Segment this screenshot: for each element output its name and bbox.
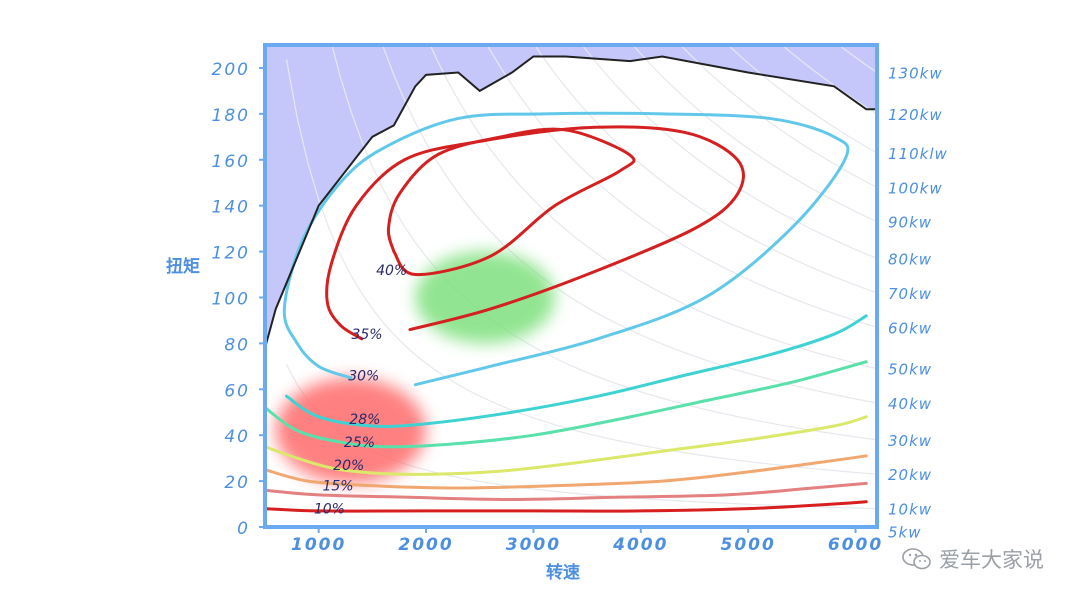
- constant-power-curve: [285, 59, 877, 475]
- constant-power-curve: [679, 45, 877, 188]
- power-labels: 130kw 120kw 110klw 100kw 90kw 80kw 70kw 60kw 50k…: [888, 65, 948, 542]
- y-tick-label: 140: [212, 198, 250, 218]
- constant-power-curve: [381, 45, 877, 404]
- contour-label: 15%: [322, 479, 353, 495]
- x-tick-label: 6000: [828, 535, 883, 555]
- watermark-text: 爱车大家说: [939, 548, 1044, 572]
- power-label: 120kw: [888, 106, 943, 124]
- x-tick-label: 5000: [720, 535, 775, 555]
- y-tick-label: 20: [224, 473, 250, 493]
- contour-20%: [265, 415, 868, 476]
- power-label: 20kw: [888, 466, 932, 484]
- y-tick-label: 120: [212, 244, 250, 264]
- power-label: 70kw: [888, 285, 932, 303]
- constant-power-curve: [581, 45, 877, 260]
- x-axis-label: 转速: [546, 562, 580, 583]
- watermark: 爱车大家说: [901, 544, 1044, 574]
- contour-label: 10%: [314, 502, 345, 518]
- power-label: 110klw: [888, 145, 948, 163]
- constant-power-curve: [533, 45, 877, 294]
- constant-power-curve: [331, 45, 877, 441]
- power-label: 40kw: [888, 395, 932, 413]
- above-max-torque-region: [265, 45, 877, 348]
- y-tick-label: 180: [212, 106, 250, 126]
- contour-40%: [386, 127, 636, 277]
- y-tick-label: 40: [224, 427, 250, 447]
- power-label: 50kw: [888, 361, 932, 379]
- contour-label: 30%: [348, 369, 379, 385]
- x-tick-label: 2000: [398, 535, 453, 555]
- contour-label: 20%: [333, 458, 364, 474]
- constant-power-curve: [486, 45, 877, 328]
- x-tick-label: 3000: [506, 535, 561, 555]
- y-tick-label: 100: [212, 289, 250, 309]
- low-efficiency-zone: [275, 377, 427, 484]
- power-label: 5kw: [888, 524, 922, 542]
- high-efficiency-zone: [415, 251, 555, 344]
- x-tick-label: 4000: [612, 535, 668, 555]
- contour-label: 40%: [376, 263, 407, 279]
- x-axis-ticks: 1000 2000 3000 4000 5000 6000: [291, 527, 883, 555]
- constant-power-curve: [429, 45, 877, 370]
- max-torque-curve: [265, 55, 877, 349]
- contour-15%: [265, 454, 868, 490]
- contour-28%: [284, 314, 868, 428]
- contour-35%: [325, 125, 745, 341]
- y-tick-label: 200: [212, 60, 250, 80]
- y-tick-label: 80: [224, 335, 250, 355]
- y-axis-label: 扭矩: [166, 256, 200, 277]
- contour-label: 25%: [344, 435, 375, 451]
- contour-10%: [265, 500, 868, 513]
- y-axis-ticks: 0 20 40 60 80 100 120 140 160 180 200: [212, 60, 265, 539]
- y-tick-label: 160: [212, 152, 250, 172]
- constant-power-curve: [727, 45, 877, 154]
- y-tick-label: 0: [237, 519, 250, 539]
- wechat-icon: [902, 548, 931, 570]
- power-label: 130kw: [888, 65, 943, 83]
- power-label: 90kw: [888, 214, 932, 232]
- power-label: 100kw: [888, 179, 943, 197]
- power-label: 60kw: [888, 319, 932, 337]
- contour-label: 35%: [351, 327, 382, 343]
- contour-12%: [265, 481, 868, 501]
- power-label: 10kw: [888, 501, 932, 519]
- constant-power-curve: [632, 45, 877, 223]
- contour-25%: [265, 360, 868, 449]
- power-label: 30kw: [888, 432, 932, 450]
- plot-area: 40% 35% 30% 28% 25% 20% 15% 10%: [265, 45, 877, 518]
- power-label: 80kw: [888, 250, 932, 268]
- y-tick-label: 60: [224, 381, 250, 401]
- contour-30%: [282, 111, 850, 387]
- x-tick-label: 1000: [291, 535, 346, 555]
- contour-label: 28%: [349, 412, 380, 428]
- plot-frame: [263, 43, 879, 529]
